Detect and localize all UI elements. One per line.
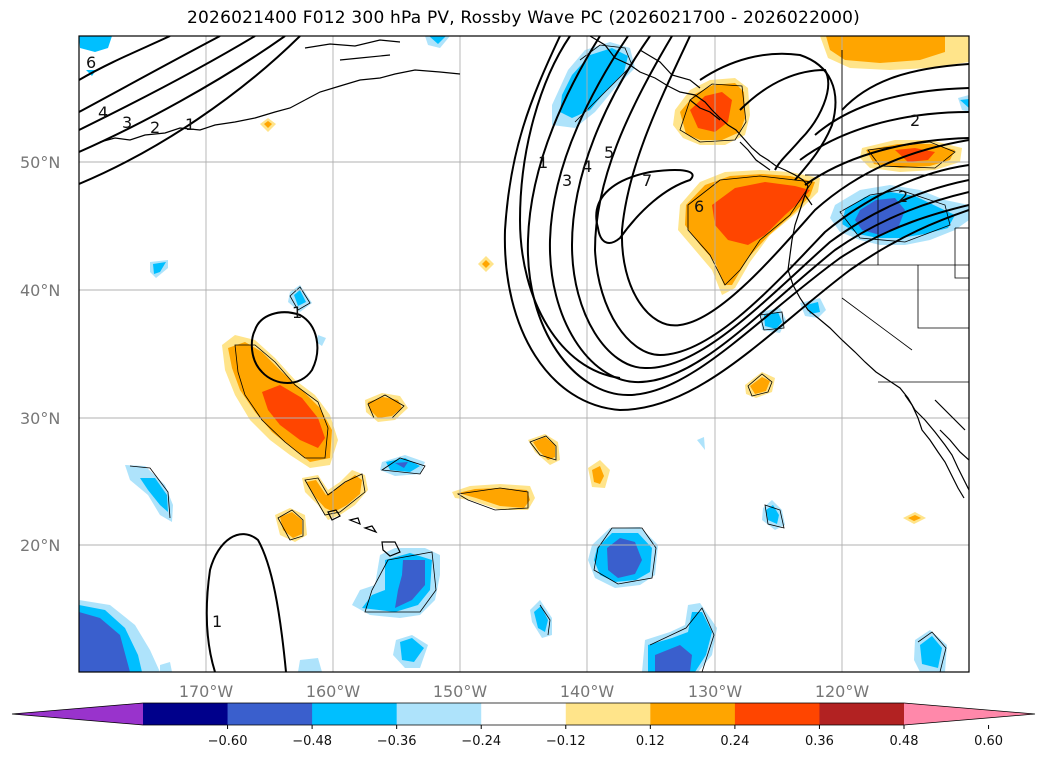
colorbar-outline <box>11 702 1036 726</box>
colorbar-bin <box>396 703 482 725</box>
contour-label: 3 <box>122 113 132 132</box>
colorbar-tick-label: 0.36 <box>805 734 834 749</box>
colorbar-bin <box>143 703 229 725</box>
contour-label: 3 <box>562 171 572 190</box>
contour-label: 2 <box>898 187 908 206</box>
coastlines <box>99 36 969 557</box>
lon-label: 130°W <box>688 682 743 701</box>
rossby-wave-contours <box>79 36 969 672</box>
colorbar-tick-label: −0.48 <box>292 734 332 749</box>
negative-anomaly-shading <box>79 36 969 672</box>
contour-label: 6 <box>694 197 704 216</box>
colorbar-bin <box>734 703 820 725</box>
colorbar-extend-low <box>12 703 143 725</box>
colorbar-bin <box>312 703 398 725</box>
contour-label: 4 <box>98 103 108 122</box>
lat-label: 30°N <box>20 409 60 428</box>
map-title: 2026021400 F012 300 hPa PV, Rossby Wave … <box>187 8 860 28</box>
colorbar-tick-label: 0.60 <box>974 734 1003 749</box>
anomaly-outlines <box>129 44 956 672</box>
contour-label: 1 <box>185 115 195 134</box>
lon-label: 140°W <box>560 682 615 701</box>
colorbar-bin <box>227 703 313 725</box>
lon-label: 150°W <box>433 682 488 701</box>
colorbar-tick-label: −0.36 <box>377 734 417 749</box>
colorbar-bin <box>481 703 567 725</box>
colorbar-tick-label: 0.48 <box>890 734 919 749</box>
contour-label: 4 <box>582 157 592 176</box>
colorbar-tick-label: −0.24 <box>461 734 501 749</box>
colorbar: −0.60 −0.48 −0.36 −0.24 −0.12 0.12 0.24 0.36 0.4… <box>11 702 1036 749</box>
contour-label: 2 <box>910 111 920 130</box>
colorbar-bin <box>565 703 651 725</box>
colorbar-extend-high <box>904 703 1035 725</box>
contour-label: 7 <box>642 171 652 190</box>
contour-label: 6 <box>86 53 96 72</box>
contour-label: 1 <box>538 153 548 172</box>
colorbar-tick-label: −0.12 <box>546 734 586 749</box>
contour-labels: 6 4 3 2 1 1 3 4 5 7 6 2 2 1 1 <box>86 53 920 631</box>
graticule <box>79 36 969 672</box>
contour-label: 2 <box>150 118 160 137</box>
lon-label: 170°W <box>179 682 234 701</box>
colorbar-tick-label: 0.24 <box>720 734 749 749</box>
colorbar-bin <box>650 703 736 725</box>
lat-label: 20°N <box>20 536 60 555</box>
colorbar-tick-label: 0.12 <box>636 734 665 749</box>
contour-label: 1 <box>212 612 222 631</box>
map-frame <box>78 35 970 673</box>
lat-label: 50°N <box>20 153 60 172</box>
latitude-labels: 50°N 40°N 30°N 20°N <box>20 153 60 555</box>
positive-anomaly-shading <box>222 36 969 542</box>
lat-label: 40°N <box>20 281 60 300</box>
colorbar-bin <box>819 703 905 725</box>
lon-label: 120°W <box>815 682 870 701</box>
longitude-labels: 170°W 160°W 150°W 140°W 130°W 120°W <box>179 682 870 701</box>
contour-label: 5 <box>604 143 614 162</box>
lon-label: 160°W <box>306 682 361 701</box>
contour-label: 1 <box>292 303 302 322</box>
map-panel: 6 4 3 2 1 1 3 4 5 7 6 2 2 1 1 <box>79 36 969 672</box>
colorbar-tick-label: −0.60 <box>208 734 248 749</box>
